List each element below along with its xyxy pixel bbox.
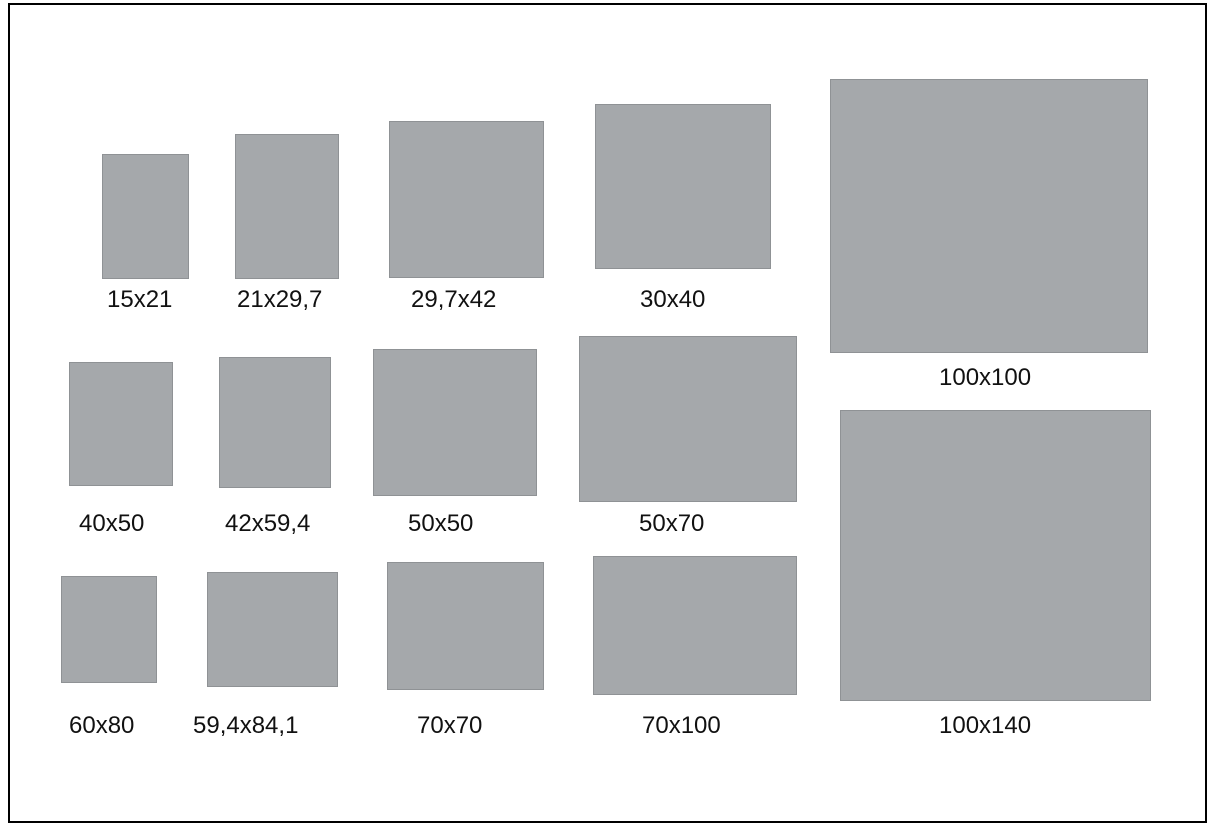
format-label-100x100: 100x100 bbox=[939, 364, 1032, 391]
format-label-50x70: 50x70 bbox=[639, 510, 705, 537]
format-sheet-42x59-4 bbox=[219, 357, 331, 488]
format-sheet-100x100 bbox=[830, 79, 1148, 353]
format-sheet-59-4x84-1 bbox=[207, 572, 338, 687]
format-sheet-21x29-7 bbox=[235, 134, 339, 279]
format-label-70x100: 70x100 bbox=[642, 712, 721, 739]
format-label-21x29-7: 21x29,7 bbox=[237, 286, 323, 313]
format-sheet-29-7x42 bbox=[389, 121, 544, 278]
format-sheet-30x40 bbox=[595, 104, 771, 269]
format-sheet-50x70 bbox=[579, 336, 797, 502]
format-sheet-50x50 bbox=[373, 349, 537, 496]
format-sheet-60x80 bbox=[61, 576, 157, 683]
format-sheet-40x50 bbox=[69, 362, 173, 486]
format-label-29-7x42: 29,7x42 bbox=[411, 286, 497, 313]
format-label-40x50: 40x50 bbox=[79, 510, 145, 537]
format-label-100x140: 100x140 bbox=[939, 712, 1032, 739]
format-label-70x70: 70x70 bbox=[417, 712, 483, 739]
format-sheet-70x100 bbox=[593, 556, 797, 695]
format-label-15x21: 15x21 bbox=[107, 286, 173, 313]
format-sheet-70x70 bbox=[387, 562, 544, 690]
format-label-50x50: 50x50 bbox=[408, 510, 474, 537]
format-sheet-100x140 bbox=[840, 410, 1151, 701]
format-label-30x40: 30x40 bbox=[640, 286, 706, 313]
format-label-42x59-4: 42x59,4 bbox=[225, 510, 311, 537]
format-sheet-15x21 bbox=[102, 154, 189, 279]
format-label-60x80: 60x80 bbox=[69, 712, 135, 739]
format-label-59-4x84-1: 59,4x84,1 bbox=[193, 712, 299, 739]
